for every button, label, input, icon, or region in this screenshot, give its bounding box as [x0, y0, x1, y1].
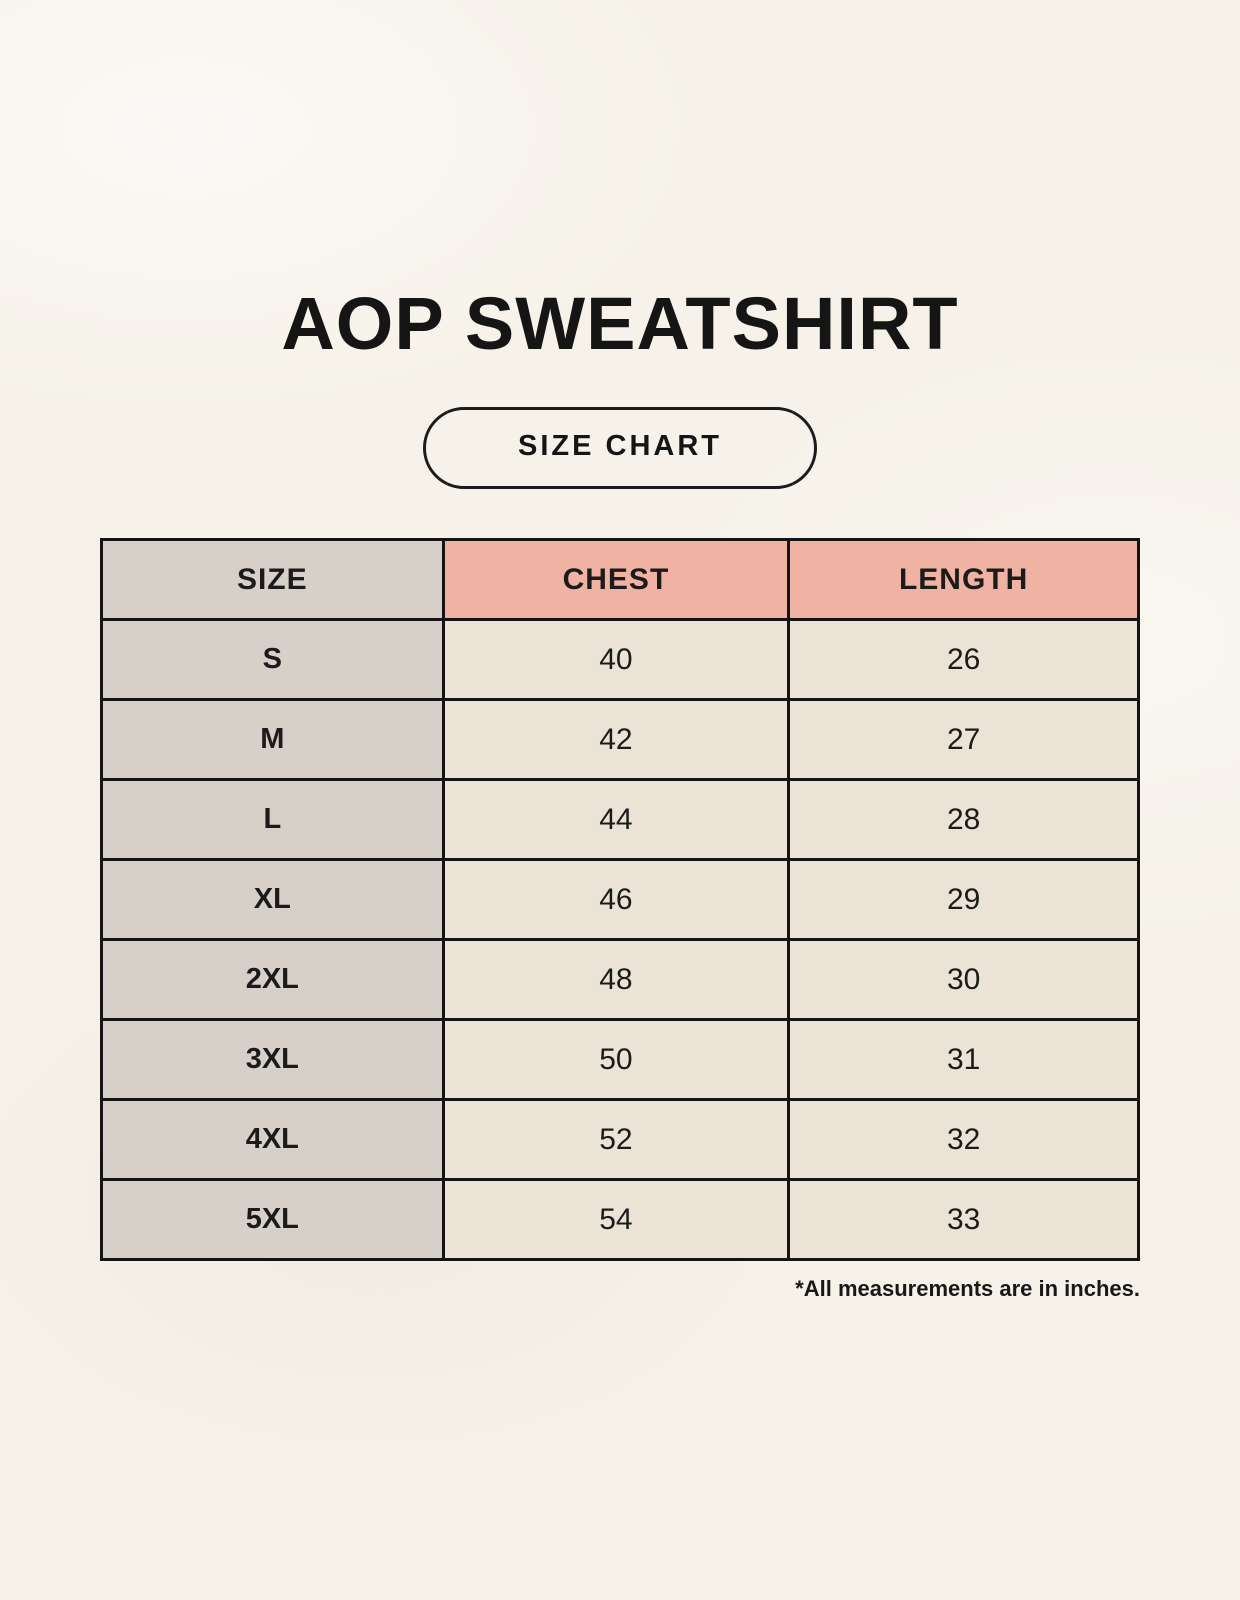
table-row: XL 46 29 — [100, 858, 1140, 941]
chest-value-cell: 40 — [441, 618, 791, 701]
size-chart-table: SIZE CHEST LENGTH S 40 26 M 42 27 L 44 28 XL 46 29 2… — [100, 538, 1140, 1261]
table-body: S 40 26 M 42 27 L 44 28 XL 46 29 2XL 48 30 3XL 50 31 4XL 52… — [100, 618, 1140, 1261]
table-row: 2XL 48 30 — [100, 938, 1140, 1021]
table-row: 4XL 52 32 — [100, 1098, 1140, 1181]
length-value-cell: 33 — [787, 1178, 1140, 1261]
chest-value-cell: 48 — [441, 938, 791, 1021]
size-cell: 3XL — [100, 1018, 445, 1101]
size-cell: 4XL — [100, 1098, 445, 1181]
length-value-cell: 26 — [787, 618, 1140, 701]
table-row: S 40 26 — [100, 618, 1140, 701]
measurements-footnote: *All measurements are in inches. — [795, 1276, 1140, 1301]
length-value-cell: 29 — [787, 858, 1140, 941]
table-row: M 42 27 — [100, 698, 1140, 781]
size-cell: L — [100, 778, 445, 861]
size-cell: M — [100, 698, 445, 781]
table-header-row: SIZE CHEST LENGTH — [100, 538, 1140, 621]
length-value-cell: 27 — [787, 698, 1140, 781]
column-header-chest: CHEST — [441, 538, 791, 621]
size-cell: 5XL — [100, 1178, 445, 1261]
length-value-cell: 31 — [787, 1018, 1140, 1101]
size-cell: XL — [100, 858, 445, 941]
size-chart-badge: SIZE CHART — [423, 407, 817, 489]
table-row: 3XL 50 31 — [100, 1018, 1140, 1101]
column-header-length: LENGTH — [787, 538, 1140, 621]
table-row: L 44 28 — [100, 778, 1140, 861]
page-title: AOP SWEATSHIRT — [281, 282, 959, 365]
size-chart-page: AOP SWEATSHIRT SIZE CHART SIZE CHEST LEN… — [100, 0, 1140, 1302]
chest-value-cell: 44 — [441, 778, 791, 861]
length-value-cell: 32 — [787, 1098, 1140, 1181]
length-value-cell: 28 — [787, 778, 1140, 861]
column-header-size: SIZE — [100, 538, 445, 621]
size-cell: S — [100, 618, 445, 701]
chest-value-cell: 46 — [441, 858, 791, 941]
chest-value-cell: 54 — [441, 1178, 791, 1261]
size-cell: 2XL — [100, 938, 445, 1021]
chest-value-cell: 52 — [441, 1098, 791, 1181]
chest-value-cell: 50 — [441, 1018, 791, 1101]
chest-value-cell: 42 — [441, 698, 791, 781]
length-value-cell: 30 — [787, 938, 1140, 1021]
table-row: 5XL 54 33 — [100, 1178, 1140, 1261]
